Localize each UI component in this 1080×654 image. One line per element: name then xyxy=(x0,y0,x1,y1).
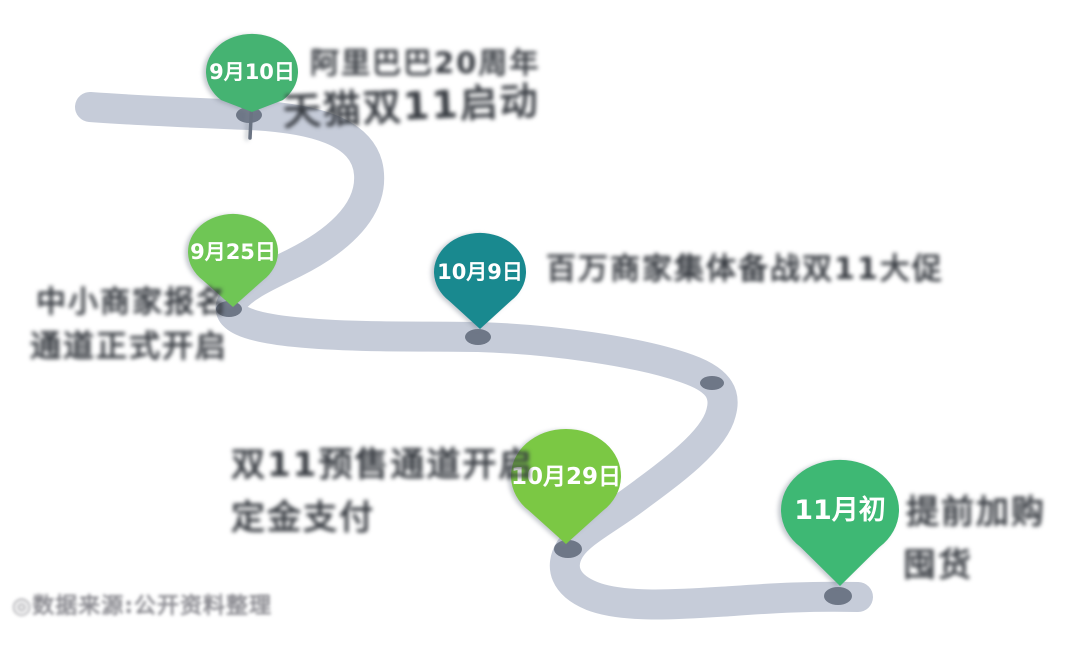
milestone-label-sep25-line1: 中小商家报名 xyxy=(36,285,228,320)
milestone-label-oct29-line2: 定金支付 xyxy=(231,498,375,538)
road-dot xyxy=(216,301,242,317)
pin-date-label: 9月25日 xyxy=(190,240,276,264)
pin-balloon xyxy=(206,33,298,112)
milestone-label-nov-line2: 囤货 xyxy=(903,545,973,584)
pin-sep10: 9月10日 xyxy=(206,33,298,140)
milestone-label-sep25-line2: 通道正式开启 xyxy=(30,329,228,365)
timeline-road-path xyxy=(75,92,873,620)
milestone-label-oct9-line1: 百万商家集体备战双11大促 xyxy=(546,252,944,287)
milestone-label-sep10-line1: 阿里巴巴20周年 xyxy=(310,46,541,80)
milestone-label-oct29-line1: 双11预售通道开启 xyxy=(231,445,535,485)
pin-date-label: 11月初 xyxy=(794,495,886,526)
pin-nov: 11月初 xyxy=(781,459,899,586)
milestone-label-nov-line1: 提前加购 xyxy=(906,492,1046,531)
road-dot xyxy=(824,587,852,605)
pin-balloon xyxy=(188,213,278,307)
pin-balloon xyxy=(511,428,621,544)
pin-date-label: 10月29日 xyxy=(511,464,621,490)
road-dot xyxy=(236,107,262,123)
source-note: ◎数据来源:公开资料整理 xyxy=(12,594,272,619)
pin-oct29: 10月29日 xyxy=(511,428,621,544)
pin-date-label: 9月10日 xyxy=(209,60,295,84)
pin-balloon xyxy=(434,232,526,329)
pin-oct9: 10月9日 xyxy=(434,232,526,329)
road-dot xyxy=(465,329,491,345)
pin-date-label: 10月9日 xyxy=(437,260,523,284)
pin-sep25: 9月25日 xyxy=(188,213,278,307)
road-dot xyxy=(554,540,582,558)
road-dot xyxy=(700,376,724,390)
pin-balloon xyxy=(781,459,899,586)
